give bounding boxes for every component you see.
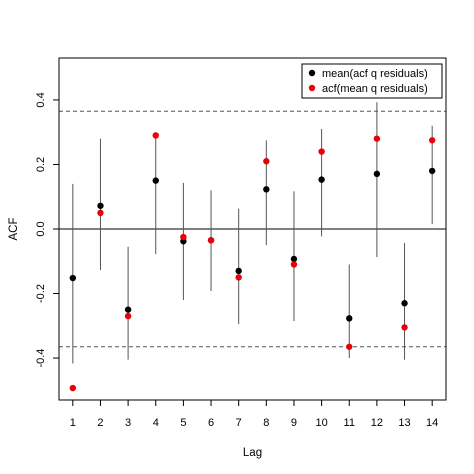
x-tick-label: 7 — [236, 417, 242, 429]
x-tick-label: 12 — [371, 417, 383, 429]
data-points — [69, 132, 436, 392]
point-acf-mean — [69, 384, 77, 392]
x-axis-title: Lag — [243, 447, 262, 459]
x-tick-label: 14 — [426, 417, 438, 429]
x-tick-label: 9 — [291, 417, 297, 429]
error-bars — [72, 102, 433, 364]
point-mean-acf — [69, 274, 77, 282]
x-tick-label: 3 — [125, 417, 131, 429]
point-mean-acf — [290, 255, 298, 263]
point-mean-acf — [428, 167, 436, 175]
point-acf-mean — [373, 135, 381, 142]
legend-marker — [308, 84, 316, 92]
y-tick-label: -0.4 — [35, 349, 47, 368]
x-tick-label: 5 — [180, 417, 186, 429]
x-tick-label: 8 — [263, 417, 269, 429]
point-acf-mean — [235, 274, 242, 281]
x-tick-label: 1 — [70, 417, 76, 429]
point-acf-mean — [263, 158, 270, 165]
point-acf-mean — [97, 209, 104, 217]
point-mean-acf — [97, 202, 104, 209]
x-tick-label: 4 — [153, 417, 159, 429]
x-tick-label: 11 — [344, 417, 355, 429]
y-tick-label: 0.2 — [35, 157, 47, 172]
point-acf-mean — [152, 132, 159, 139]
y-axis: -0.4 -0.2 0.0 0.2 0.4 — [35, 92, 59, 368]
point-mean-acf — [124, 306, 132, 313]
point-mean-acf — [401, 300, 408, 307]
y-axis-title: ACF — [8, 218, 20, 241]
point-mean-acf — [318, 176, 325, 183]
legend-marker — [308, 69, 316, 77]
x-axis: 1 2 3 4 5 6 7 8 9 10 11 12 13 14 — [70, 400, 438, 429]
point-mean-acf — [152, 177, 159, 184]
legend: mean(acf q residuals) acf(mean q residual… — [301, 63, 443, 99]
x-tick-label: 2 — [97, 417, 103, 429]
legend-label: mean(acf q residuals) — [322, 68, 428, 80]
point-acf-mean — [207, 237, 215, 244]
point-acf-mean — [346, 343, 353, 350]
x-tick-label: 13 — [398, 417, 410, 429]
point-mean-acf — [373, 170, 381, 178]
point-mean-acf — [263, 186, 270, 193]
reference-lines — [59, 110, 446, 348]
point-acf-mean — [428, 137, 436, 144]
point-acf-mean — [318, 148, 325, 155]
point-mean-acf — [346, 315, 353, 322]
legend-box — [301, 63, 443, 99]
point-acf-mean — [180, 233, 187, 241]
legend-label: acf(mean q residuals) — [322, 83, 428, 95]
y-tick-label: 0.4 — [35, 92, 47, 107]
point-acf-mean — [290, 261, 298, 268]
y-tick-label: -0.2 — [35, 284, 47, 303]
point-acf-mean — [401, 324, 408, 331]
x-tick-label: 10 — [315, 417, 327, 429]
point-mean-acf — [235, 267, 242, 275]
x-tick-label: 6 — [208, 417, 214, 429]
y-tick-label: 0.0 — [35, 221, 47, 236]
point-acf-mean — [124, 312, 132, 320]
